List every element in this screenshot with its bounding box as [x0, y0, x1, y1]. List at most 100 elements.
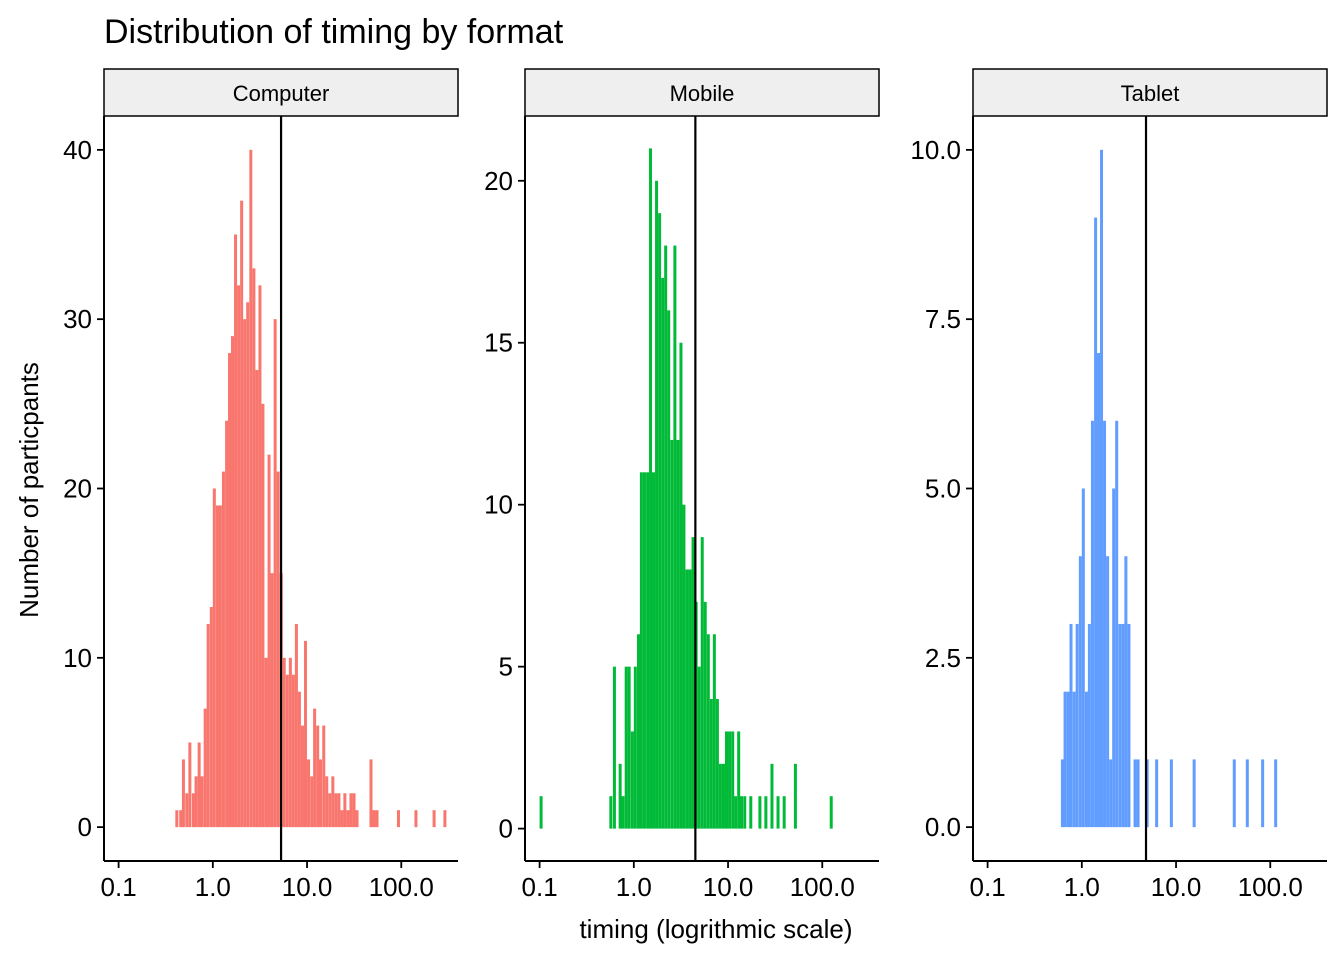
y-tick-label: 5: [499, 652, 513, 682]
histogram-bar: [273, 319, 277, 828]
y-tick-label: 20: [484, 166, 513, 196]
histogram-bar: [352, 793, 356, 828]
facet-tablet: Tablet 0.0 2.5 5.0 7.5 10.0 0.1 1.0 10.0 100.0: [910, 68, 1328, 902]
facet-strip: [972, 68, 1328, 117]
histogram-bar: [240, 200, 244, 828]
histogram-bar: [1063, 691, 1067, 828]
histogram-bar: [288, 657, 292, 828]
facet-mobile: Mobile 0 5 10 15 20 0.1 1.0 10.0 100.0: [484, 68, 880, 902]
facet-strip: [103, 68, 459, 117]
histogram-bar: [1069, 623, 1073, 828]
facet-strip-label: Mobile: [670, 81, 735, 106]
histogram-bar: [255, 369, 259, 828]
histogram-bar: [1136, 759, 1140, 828]
histogram-bar: [539, 796, 543, 829]
histogram-bar: [1124, 556, 1128, 828]
histogram-bar: [221, 471, 225, 828]
histogram-bar: [372, 810, 376, 828]
histogram-bar: [728, 731, 732, 829]
histogram-bar: [1081, 488, 1085, 828]
facet-strip-label: Tablet: [1121, 81, 1180, 106]
histogram-bar: [188, 742, 192, 828]
histogram-bar: [175, 810, 179, 828]
histogram-bar: [396, 810, 400, 828]
histogram-bar: [300, 725, 304, 828]
x-tick-label: 100.0: [369, 872, 434, 902]
x-tick-label: 1.0: [616, 872, 652, 902]
histogram-bar: [1261, 759, 1265, 828]
histogram-bar: [1118, 623, 1122, 828]
histogram-bar: [658, 213, 662, 829]
histogram-bar: [414, 810, 418, 828]
histogram-bar: [661, 277, 665, 829]
histogram-bar: [181, 759, 185, 828]
histogram-bar: [642, 472, 646, 829]
histogram-bar: [646, 472, 650, 829]
histogram-bar: [191, 793, 195, 828]
histogram-bar: [1103, 420, 1107, 828]
histogram-bar: [718, 763, 722, 829]
histogram-bar: [1145, 759, 1149, 828]
y-tick-label: 30: [63, 304, 92, 334]
histogram-bar: [829, 796, 833, 829]
x-tick-label: 0.1: [101, 872, 137, 902]
histogram-bar: [243, 319, 247, 828]
histogram-bar: [1072, 691, 1076, 828]
histogram-bar: [636, 634, 640, 829]
histogram-bar: [758, 796, 762, 829]
histogram-bar: [679, 342, 683, 829]
histogram-bar: [618, 763, 622, 829]
histogram-bar: [709, 699, 713, 829]
histogram-bar: [655, 180, 659, 829]
histogram-bar: [1090, 420, 1094, 828]
histogram-bar: [749, 796, 753, 829]
histogram-bar: [667, 310, 671, 829]
histogram-bar: [252, 268, 256, 828]
histogram-bar: [685, 569, 689, 829]
histogram-bar: [1127, 623, 1131, 828]
histogram-bar: [731, 731, 735, 829]
histogram-bar: [793, 763, 797, 829]
histogram-bar: [676, 439, 680, 829]
x-tick-label: 0.1: [522, 872, 558, 902]
y-axis-title: Number of particpants: [14, 362, 44, 618]
histogram-bar: [1112, 488, 1116, 828]
histogram-bar: [291, 674, 295, 828]
histogram-bar: [246, 302, 250, 828]
histogram-bar: [770, 763, 774, 829]
histogram-bar: [721, 763, 725, 829]
histogram-bar: [630, 731, 634, 829]
histogram-bar: [319, 759, 323, 828]
y-tick-label: 10.0: [910, 135, 961, 165]
histogram-bar: [264, 657, 268, 828]
histogram-bar: [310, 776, 314, 828]
histogram-bar: [346, 810, 350, 828]
histogram-bar: [612, 666, 616, 829]
histogram-bar: [194, 776, 198, 828]
y-tick-label: 15: [484, 328, 513, 358]
histogram-bar: [1087, 623, 1091, 828]
histogram-bar: [664, 245, 668, 829]
histogram-bar: [700, 537, 704, 829]
histogram-bar: [1097, 353, 1101, 828]
x-tick-label: 100.0: [790, 872, 855, 902]
histogram-bar: [1121, 623, 1125, 828]
y-tick-label: 0: [78, 812, 92, 842]
x-tick-label: 0.1: [970, 872, 1006, 902]
histogram-bar: [212, 488, 216, 828]
histogram-bar: [1133, 759, 1137, 828]
histogram-bar: [261, 403, 265, 828]
x-tick-label: 10.0: [282, 872, 333, 902]
histogram-bar: [325, 776, 329, 828]
histogram-bar: [1274, 759, 1278, 828]
histogram-bars: [1060, 149, 1278, 828]
histogram-bar: [609, 796, 613, 829]
histogram-bar: [688, 569, 692, 829]
histogram-bar: [1169, 759, 1173, 828]
histogram-bar: [285, 674, 289, 828]
histogram-bar: [1155, 759, 1159, 828]
histogram-bar: [764, 796, 768, 829]
y-tick-label: 0.0: [925, 812, 961, 842]
histogram-bar: [691, 537, 695, 829]
